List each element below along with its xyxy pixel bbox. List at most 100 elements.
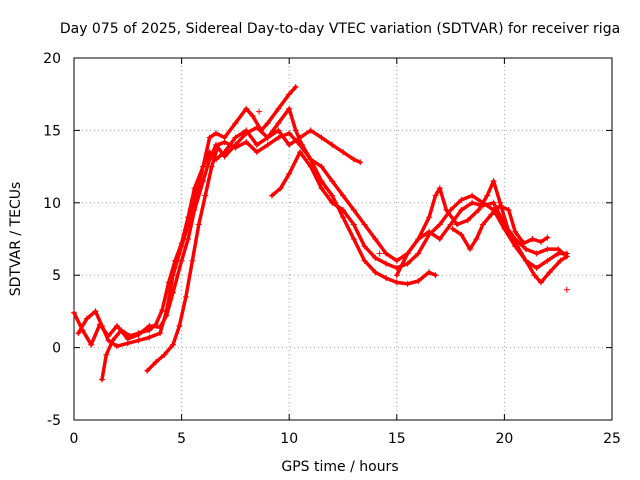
y-tick-label: -5 <box>47 413 61 429</box>
y-tick-label: 10 <box>43 196 61 212</box>
series-track-6 <box>393 178 570 286</box>
x-tick-label: 20 <box>495 431 513 447</box>
data-point-marker <box>269 192 275 199</box>
data-point-marker <box>127 333 133 339</box>
data-point-marker <box>243 105 250 112</box>
x-axis-label: GPS time / hours <box>281 459 398 475</box>
data-point-marker <box>372 269 379 276</box>
data-point-marker <box>292 84 299 90</box>
data-point-marker <box>383 260 389 267</box>
tick-labels: 0 5 10 15 20 25 -5 0 5 10 15 20 <box>43 51 621 447</box>
data-point-marker <box>505 207 512 213</box>
data-point-marker <box>473 236 480 242</box>
data-point-marker <box>522 257 529 264</box>
data-point-marker <box>514 243 521 250</box>
data-point-marker <box>264 120 271 127</box>
data-point-marker <box>202 192 209 199</box>
data-point-marker <box>538 238 544 245</box>
data-point-marker <box>544 257 551 264</box>
x-tick-label: 5 <box>177 431 186 447</box>
data-point-marker <box>92 308 99 315</box>
data-point-marker <box>436 185 443 192</box>
data-point-marker <box>109 337 116 344</box>
data-point-marker <box>71 309 77 316</box>
data-point-marker <box>277 185 284 192</box>
data-point-marker <box>75 330 82 337</box>
data-point-marker <box>376 250 383 257</box>
data-point-marker <box>329 199 336 206</box>
data-point-marker <box>275 134 282 141</box>
data-point-marker <box>118 327 125 334</box>
data-point-marker <box>469 192 476 199</box>
data-point-marker <box>404 250 411 257</box>
x-tick-label: 10 <box>280 431 298 447</box>
data-point-marker <box>372 254 379 261</box>
data-point-marker <box>275 127 282 134</box>
data-point-marker <box>490 199 497 206</box>
data-point-marker <box>484 192 491 199</box>
data-point-marker <box>454 221 461 228</box>
data-point-marker <box>340 149 346 156</box>
data-point-marker <box>292 127 299 134</box>
data-point-marker <box>447 221 454 228</box>
data-point-marker <box>318 185 325 192</box>
data-point-marker <box>146 327 153 334</box>
data-point-marker <box>563 253 570 260</box>
data-point-marker <box>232 134 239 141</box>
data-point-marker <box>404 260 411 267</box>
data-point-marker <box>124 340 131 347</box>
data-point-marker <box>361 243 368 250</box>
data-point-marker <box>206 134 213 141</box>
data-point-marker <box>350 156 357 163</box>
data-point-marker <box>258 127 265 134</box>
data-point-marker <box>176 322 183 329</box>
data-point-marker <box>264 141 271 148</box>
data-point-marker <box>361 221 368 228</box>
data-point-marker <box>297 134 303 141</box>
y-axis-label: SDTVAR / TECUs <box>8 182 24 297</box>
data-point-marker <box>383 250 389 257</box>
x-tick-label: 25 <box>603 431 621 447</box>
data-point-marker <box>152 321 159 328</box>
series-track-3 <box>99 127 364 383</box>
data-point-marker <box>88 341 95 348</box>
data-point-marker <box>152 359 159 366</box>
data-point-marker <box>467 246 473 253</box>
data-point-marker <box>185 236 192 242</box>
data-point-marker <box>221 149 228 156</box>
data-point-marker <box>275 120 282 127</box>
data-point-marker <box>555 250 562 257</box>
y-tick-label: 0 <box>52 341 61 357</box>
data-point-marker <box>135 330 142 337</box>
plot-frame <box>73 57 613 421</box>
data-point-marker <box>159 307 166 313</box>
ticks <box>73 57 613 421</box>
data-point-marker <box>449 225 456 232</box>
data-point-marker <box>443 207 450 213</box>
data-point-marker <box>340 192 346 199</box>
data-point-marker <box>215 141 222 148</box>
data-point-marker <box>531 272 538 279</box>
y-tick-label: 5 <box>52 268 61 284</box>
data-point-marker <box>286 130 293 137</box>
data-point-marker <box>432 272 439 279</box>
data-point-marker <box>307 156 314 163</box>
data-point-marker <box>264 134 271 141</box>
data-point-marker <box>146 334 153 341</box>
data-point-marker <box>426 214 433 221</box>
data-point-marker <box>195 221 202 228</box>
y-tick-label: 15 <box>43 123 61 139</box>
data-point-marker <box>505 228 512 235</box>
data-point-marker <box>546 269 553 276</box>
data-point-marker <box>350 207 357 213</box>
data-point-marker <box>350 236 357 242</box>
data-point-marker <box>350 221 357 228</box>
data-point-marker <box>221 139 228 145</box>
data-point-marker <box>426 231 433 238</box>
data-point-marker <box>469 199 476 206</box>
data-point-marker <box>178 257 185 264</box>
y-tick-label: 20 <box>43 51 61 67</box>
data-point-marker <box>340 214 346 221</box>
data-point-marker <box>297 141 303 148</box>
data-point-marker <box>243 127 250 134</box>
